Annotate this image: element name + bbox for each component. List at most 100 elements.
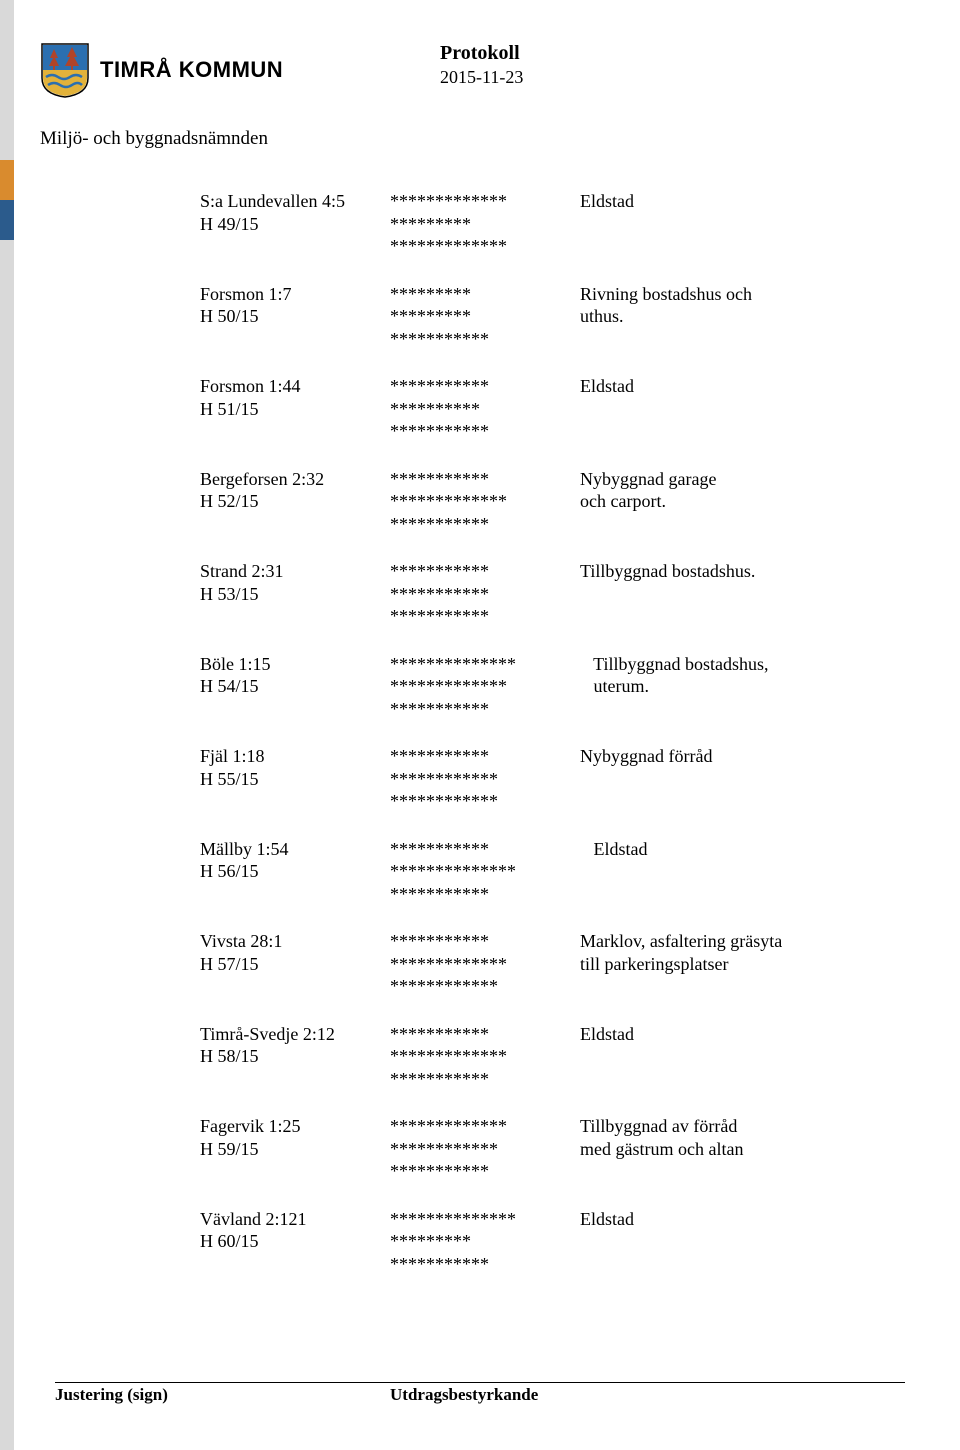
entry-row: Böle 1:15H 54/15************************… [200,653,920,721]
entry-property: Mällby 1:54H 56/15 [200,838,390,906]
entry-row: Vävland 2:121H 60/15********************… [200,1208,920,1276]
entries-list: S:a Lundevallen 4:5H 49/15**************… [200,190,920,1275]
entry-redacted: ************************************** [390,653,580,721]
footer-right-label: Utdragsbestyrkande [390,1385,538,1405]
text-line: Eldstad [580,190,880,213]
text-line: S:a Lundevallen 4:5 [200,190,390,213]
text-line: Fagervik 1:25 [200,1115,390,1138]
doc-title-block: Protokoll 2015-11-23 [440,42,523,88]
text-line: ********** [390,398,580,421]
text-line: Forsmon 1:7 [200,283,390,306]
text-line: H 56/15 [200,860,390,883]
text-line: Bergeforsen 2:32 [200,468,390,491]
text-line: *********** [390,838,580,861]
text-line: H 60/15 [200,1230,390,1253]
page: TIMRÅ KOMMUN Protokoll 2015-11-23 Miljö-… [0,0,960,1450]
text-line: Eldstad [580,1208,880,1231]
text-line: H 54/15 [200,675,390,698]
entry-description: Eldstad [580,375,880,443]
text-line: *********** [390,930,580,953]
text-line: *********** [390,468,580,491]
entry-row: Fagervik 1:25H 59/15********************… [200,1115,920,1183]
entry-description: Tillbyggnad av förrådmed gästrum och alt… [580,1115,880,1183]
text-line: ************** [390,860,580,883]
footer-divider [55,1382,905,1383]
entry-property: Vävland 2:121H 60/15 [200,1208,390,1276]
entry-description: Marklov, asfaltering gräsytatill parkeri… [580,930,880,998]
text-line: *********** [390,328,580,351]
committee-name: Miljö- och byggnadsnämnden [40,128,920,150]
entry-row: S:a Lundevallen 4:5H 49/15**************… [200,190,920,258]
text-line: *********** [390,605,580,628]
org-name: TIMRÅ KOMMUN [100,57,283,83]
text-line: Nybyggnad garage [580,468,880,491]
text-line: H 50/15 [200,305,390,328]
entry-redacted: *********************************** [390,468,580,536]
entry-row: Mällby 1:54H 56/15**********************… [200,838,920,906]
municipality-shield-icon [40,42,90,98]
entry-row: Forsmon 1:44H 51/15*********************… [200,375,920,443]
text-line: *********** [390,420,580,443]
text-line: uterum. [580,675,880,698]
text-line: *********** [390,1160,580,1183]
text-line: *********** [390,883,580,906]
stripe-segment-blue [0,200,14,240]
text-line: ************ [390,975,580,998]
text-line: H 49/15 [200,213,390,236]
entry-property: Vivsta 28:1H 57/15 [200,930,390,998]
entry-description: Tillbyggnad bostadshus. [580,560,880,628]
text-line: Eldstad [580,375,880,398]
text-line: ************** [390,653,580,676]
entry-description: Eldstad [580,1208,880,1276]
entry-property: S:a Lundevallen 4:5H 49/15 [200,190,390,258]
entry-redacted: ************************************ [390,838,580,906]
entry-property: Fjäl 1:18H 55/15 [200,745,390,813]
text-line: H 57/15 [200,953,390,976]
text-line: ************* [390,235,580,258]
footer-left-label: Justering (sign) [55,1385,390,1405]
entry-redacted: ***************************** [390,283,580,351]
text-line: ************* [390,1045,580,1068]
entry-property: Forsmon 1:44H 51/15 [200,375,390,443]
text-line: ********* [390,305,580,328]
text-line: *********** [390,513,580,536]
text-line: H 52/15 [200,490,390,513]
text-line: Böle 1:15 [200,653,390,676]
footer-row: Justering (sign) Utdragsbestyrkande [55,1385,905,1405]
entry-row: Forsmon 1:7H 50/15**********************… [200,283,920,351]
text-line: ********* [390,283,580,306]
entry-redacted: ********************************** [390,1208,580,1276]
text-line: Timrå-Svedje 2:12 [200,1023,390,1046]
stripe-segment-orange [0,160,14,200]
text-line: Eldstad [580,838,880,861]
entry-row: Strand 2:31H 53/15**********************… [200,560,920,628]
entry-description: Nybyggnad garageoch carport. [580,468,880,536]
entry-description: Tillbyggnad bostadshus, uterum. [580,653,880,721]
entry-redacted: ************************************ [390,930,580,998]
entry-redacted: *********************************** [390,1023,580,1091]
entry-redacted: ********************************* [390,560,580,628]
entry-description: Eldstad [580,838,880,906]
text-line: ********* [390,213,580,236]
text-line: H 58/15 [200,1045,390,1068]
text-line: Eldstad [580,1023,880,1046]
text-line: Tillbyggnad bostadshus. [580,560,880,583]
content: S:a Lundevallen 4:5H 49/15**************… [200,190,920,1275]
stripe-segment-top [0,0,14,160]
entry-property: Fagervik 1:25H 59/15 [200,1115,390,1183]
text-line: *********** [390,1023,580,1046]
entry-description: Eldstad [580,190,880,258]
text-line: Mällby 1:54 [200,838,390,861]
text-line: *********** [390,1253,580,1276]
side-stripe [0,0,14,1450]
text-line: och carport. [580,490,880,513]
entry-row: Timrå-Svedje 2:12H 58/15****************… [200,1023,920,1091]
entry-redacted: ******************************** [390,375,580,443]
entry-property: Böle 1:15H 54/15 [200,653,390,721]
header: TIMRÅ KOMMUN Protokoll 2015-11-23 Miljö-… [40,42,920,150]
text-line: *********** [390,375,580,398]
entry-redacted: ************************************ [390,1115,580,1183]
text-line: Nybyggnad förråd [580,745,880,768]
shield-top-fill [43,45,87,70]
entry-redacted: *********************************** [390,745,580,813]
